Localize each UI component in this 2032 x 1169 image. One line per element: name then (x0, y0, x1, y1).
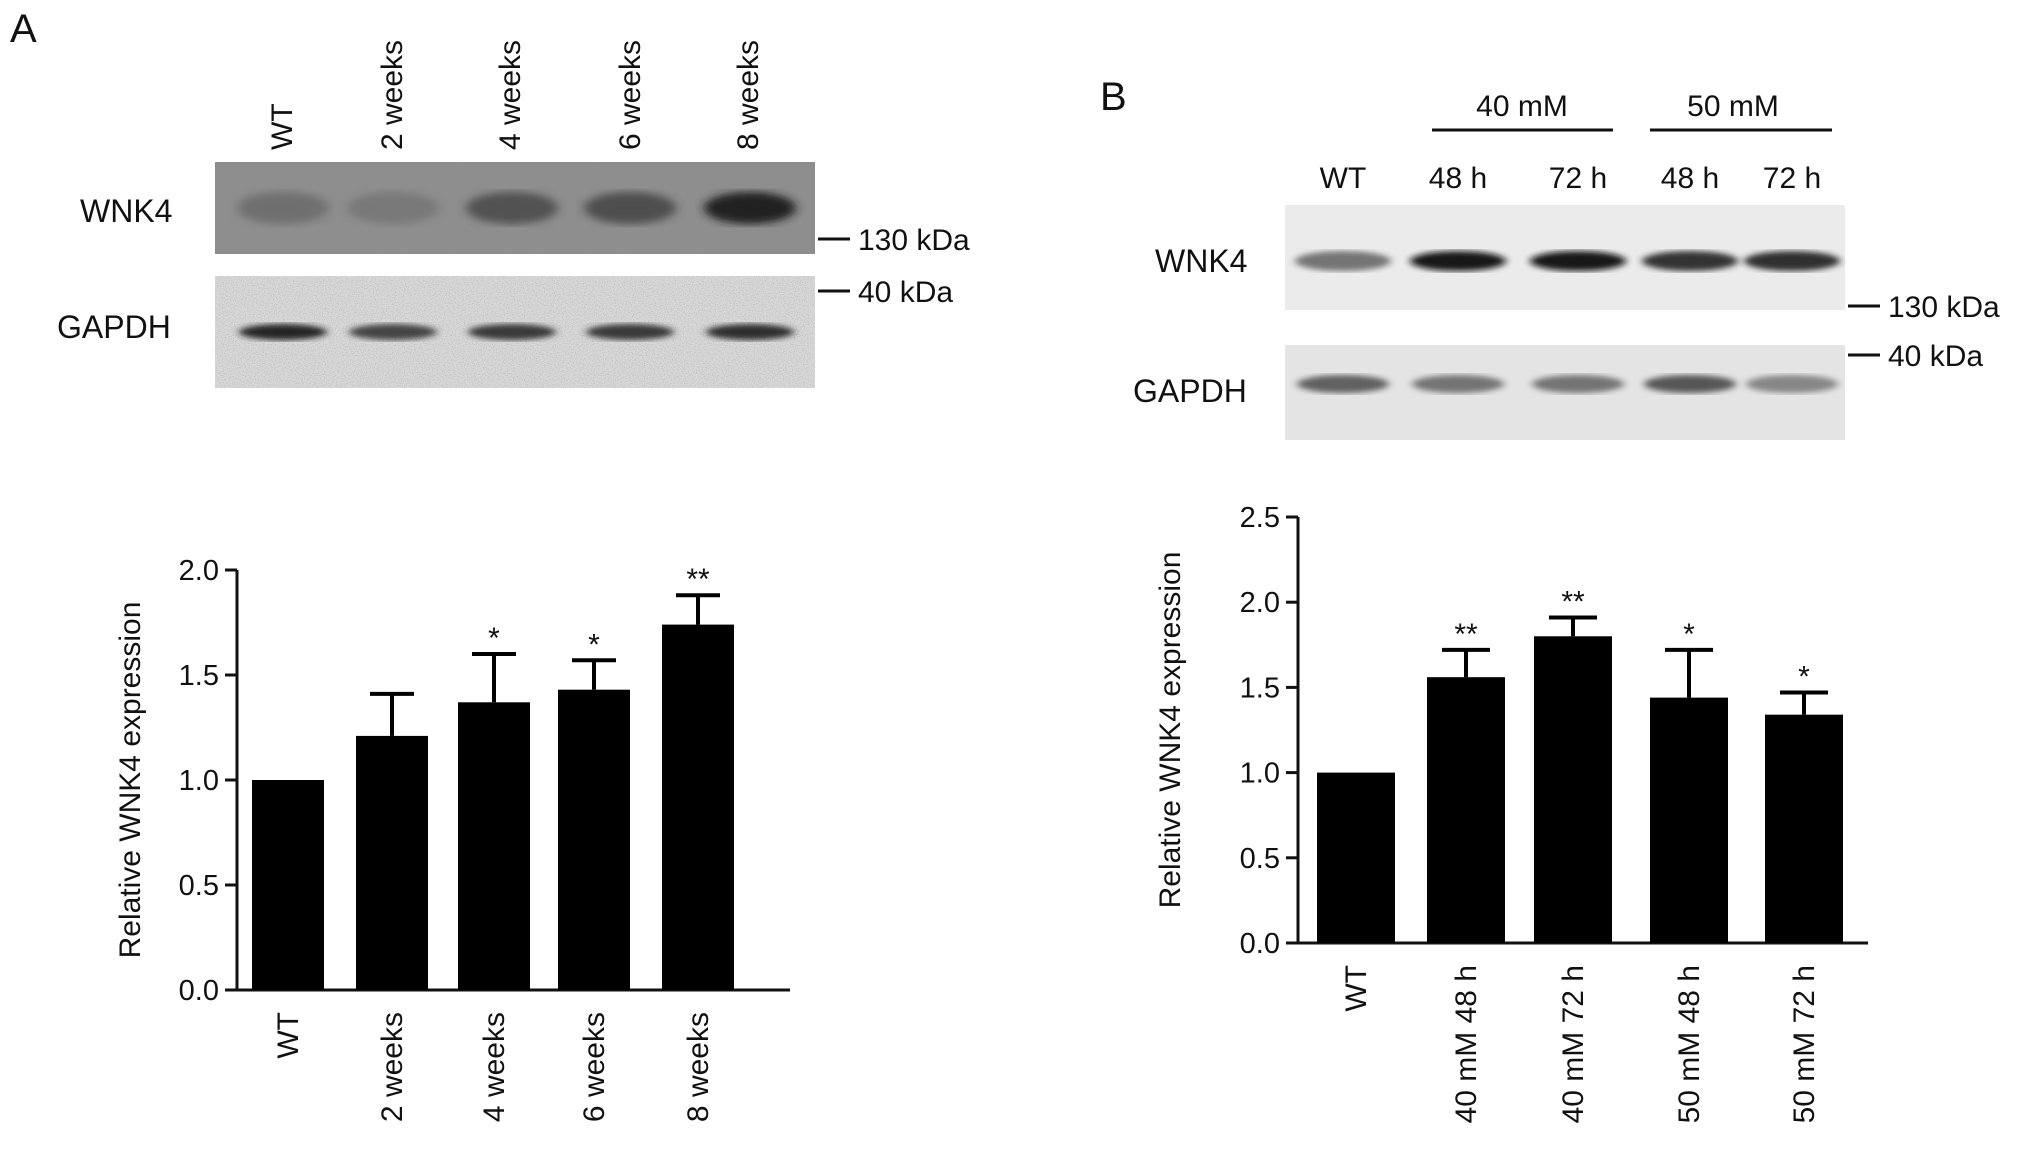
blot-band (1295, 251, 1391, 271)
y-tick-label: 2.0 (179, 555, 219, 587)
blot-band (1746, 375, 1838, 393)
blot-band (584, 192, 676, 224)
x-tick-label: 50 mM 48 h (1673, 965, 1706, 1123)
blot-bands (239, 324, 794, 340)
lane-label: WT (1320, 162, 1367, 195)
blot-gapdh (215, 276, 815, 388)
x-tick-label: 6 weeks (578, 1012, 611, 1122)
blot-bands (1297, 375, 1838, 393)
x-tick-label: WT (272, 1012, 305, 1059)
marker-40kda: 40 kDa (858, 276, 953, 309)
band-label-gapdh: GAPDH (1133, 373, 1247, 409)
lane-label: 72 h (1763, 162, 1821, 195)
lane-label: 72 h (1549, 162, 1607, 195)
blot-band (1744, 251, 1840, 271)
blot-bands (237, 192, 796, 224)
y-tick-label: 2.0 (1240, 587, 1280, 619)
lane-label: 8 weeks (732, 40, 765, 150)
bar (252, 780, 324, 990)
panel-b: B 40 mM 50 mM WT 48 h 72 h 48 h 72 h WNK… (1100, 75, 2000, 1123)
blot-band (1297, 375, 1389, 393)
blot-band (1532, 375, 1624, 393)
lane-label: 48 h (1661, 162, 1719, 195)
marker-130kda: 130 kDa (1888, 291, 2000, 324)
band-label-wnk4: WNK4 (80, 193, 172, 229)
panel-a-lane-labels: WT 2 weeks 4 weeks 6 weeks 8 weeks (266, 40, 765, 150)
y-tick-label: 0.0 (179, 975, 219, 1007)
group-header-40mm: 40 mM (1476, 90, 1568, 123)
panel-b-lane-labels: WT 48 h 72 h 48 h 72 h (1320, 162, 1822, 195)
bar (356, 735, 428, 990)
y-axis-label: Relative WNK4 expression (1154, 552, 1187, 909)
blot-band (1644, 375, 1736, 393)
blot-band (468, 324, 556, 340)
blot-band (466, 192, 558, 224)
panel-a-letter: A (10, 7, 37, 51)
blot-wnk4 (215, 162, 815, 254)
significance-mark: * (588, 628, 600, 661)
y-axis-label: Relative WNK4 expression (114, 602, 147, 959)
blot-band (704, 192, 796, 224)
blot-band (706, 324, 794, 340)
blot-band (349, 324, 437, 340)
significance-mark: * (1683, 618, 1695, 651)
significance-mark: ** (1454, 618, 1478, 651)
bar (1427, 677, 1505, 943)
group-header-50mm: 50 mM (1687, 90, 1779, 123)
blot-band (1530, 251, 1626, 271)
bar (1534, 636, 1612, 943)
bar (458, 702, 530, 990)
marker-130kda: 130 kDa (858, 224, 970, 257)
marker-40kda: 40 kDa (1888, 340, 1983, 373)
x-tick-label: 40 mM 72 h (1557, 965, 1590, 1123)
y-tick-label: 1.5 (179, 660, 219, 692)
chart-a: 0.0 0.5 1.0 1.5 2.0 Relative WNK4 expression W… (114, 555, 790, 1122)
lane-label: 48 h (1429, 162, 1487, 195)
panel-a: A WT 2 weeks 4 weeks 6 weeks 8 weeks WNK… (10, 7, 970, 1122)
blot-band (237, 192, 329, 224)
x-tick-label: 40 mM 48 h (1450, 965, 1483, 1123)
bar (1317, 772, 1395, 943)
x-tick-label: 2 weeks (376, 1012, 409, 1122)
y-tick-label: 1.5 (1240, 672, 1280, 704)
lane-label: WT (266, 103, 299, 150)
significance-mark: ** (686, 563, 710, 596)
significance-mark: ** (1561, 586, 1585, 619)
band-label-gapdh: GAPDH (57, 309, 171, 345)
bar (662, 624, 734, 990)
blot-band (1642, 251, 1738, 271)
lane-label: 4 weeks (494, 40, 527, 150)
panel-b-letter: B (1100, 75, 1127, 119)
bar (558, 689, 630, 990)
blot-band (347, 192, 439, 224)
y-tick-label: 0.0 (1240, 928, 1280, 960)
x-tick-label: 8 weeks (682, 1012, 715, 1122)
x-tick-label: WT (1340, 965, 1373, 1012)
chart-b: 0.0 0.5 1.0 1.5 2.0 2.5 Relative WNK4 expressi… (1154, 502, 1868, 1123)
bar (1765, 714, 1843, 943)
band-label-wnk4: WNK4 (1155, 243, 1247, 279)
lane-label: 6 weeks (614, 40, 647, 150)
x-tick-label: 50 mM 72 h (1788, 965, 1821, 1123)
y-tick-label: 0.5 (179, 870, 219, 902)
y-tick-label: 2.5 (1240, 502, 1280, 534)
bar (1650, 697, 1728, 943)
significance-mark: * (1798, 661, 1810, 694)
y-tick-label: 1.0 (1240, 758, 1280, 790)
blot-wnk4 (1285, 205, 1845, 310)
blot-band (1412, 375, 1504, 393)
blot-band (1410, 251, 1506, 271)
significance-mark: * (488, 622, 500, 655)
y-tick-label: 1.0 (179, 765, 219, 797)
blot-band (586, 324, 674, 340)
y-tick-label: 0.5 (1240, 843, 1280, 875)
lane-label: 2 weeks (376, 40, 409, 150)
blot-gapdh (1285, 345, 1845, 440)
blot-band (239, 324, 327, 340)
blot-bands (1295, 251, 1840, 271)
x-tick-label: 4 weeks (478, 1012, 511, 1122)
